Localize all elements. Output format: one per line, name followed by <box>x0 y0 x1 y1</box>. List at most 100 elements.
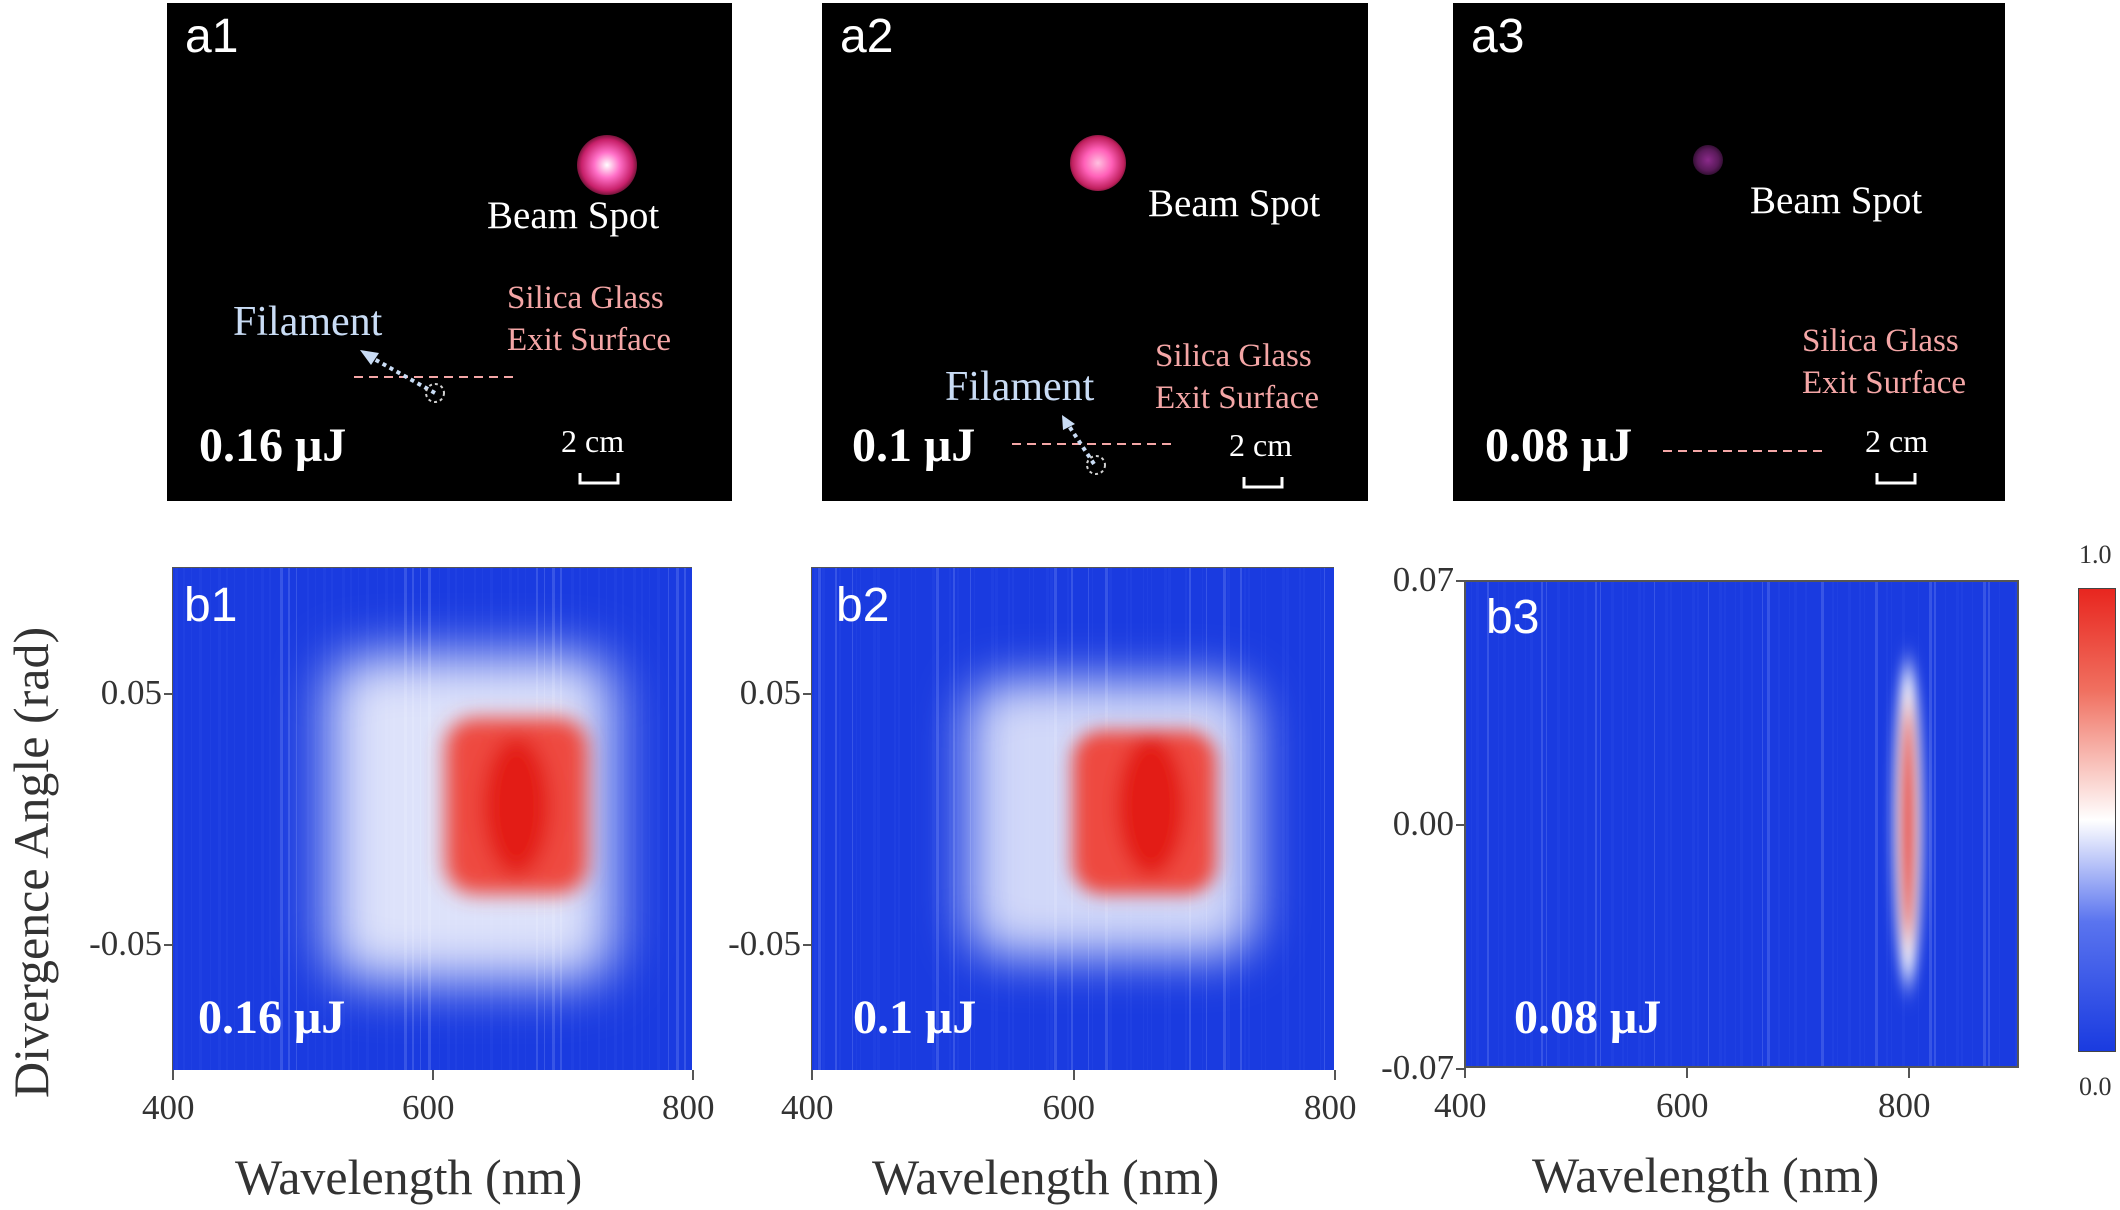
heatmap-streak <box>953 567 955 1070</box>
heatmap-streak <box>1476 580 1479 1068</box>
x-tick-label: 400 <box>781 1088 834 1127</box>
energy-label-b3: 0.08 μJ <box>1514 991 1662 1044</box>
heatmap-streak <box>210 567 211 1070</box>
heatmap-streak <box>1487 580 1489 1068</box>
photo-panel-a3: a3 Beam Spot Silica Glass Exit Surface 0… <box>1453 3 2005 501</box>
energy-label-a3: 0.08 μJ <box>1485 419 1633 472</box>
heatmap-streak <box>226 567 228 1070</box>
heatmap-streak <box>191 567 192 1070</box>
heatmap-streak <box>1724 580 1726 1068</box>
x-tick-label: 800 <box>1878 1086 1931 1125</box>
heatmap-streak <box>1282 567 1285 1070</box>
heatmap-streak <box>622 567 624 1070</box>
heatmap-streak <box>1972 580 1973 1068</box>
heatmap-b3 <box>1464 580 2019 1068</box>
heatmap-streak <box>839 567 841 1070</box>
heatmap-streak <box>1541 580 1543 1068</box>
photo-panel-a2: a2 Beam Spot Silica Glass Exit Surface F… <box>822 3 1368 501</box>
heatmap-streak <box>1740 580 1743 1068</box>
heatmap-streak <box>1837 580 1838 1068</box>
heatmap-streak <box>1584 580 1587 1068</box>
heatmap-streak <box>1821 580 1824 1068</box>
heatmap-streak <box>1956 580 1959 1068</box>
y-tick-label: 0.07 <box>1392 560 1454 599</box>
heatmap-streak <box>1595 580 1597 1068</box>
y-tick-mark <box>803 944 811 947</box>
heatmap-streak <box>898 567 900 1070</box>
heatmap-streak <box>1735 580 1736 1068</box>
heatmap-streak <box>1514 580 1516 1068</box>
x-tick-label: 800 <box>662 1088 715 1127</box>
y-tick-label: -0.05 <box>728 924 801 964</box>
heatmap-streak <box>1622 580 1624 1068</box>
heatmap-streak <box>175 567 178 1070</box>
silica-line2-a2: Exit Surface <box>1155 380 1320 416</box>
silica-line1-a2: Silica Glass <box>1155 338 1312 374</box>
heatmap-streak <box>245 567 247 1070</box>
beam-spot-label-a3: Beam Spot <box>1750 179 1923 222</box>
filament-annotation-a1 <box>354 350 620 485</box>
heatmap-b3-canvas <box>1464 580 2019 1068</box>
heatmap-streak <box>183 567 185 1070</box>
x-tick-mark <box>1072 1070 1075 1080</box>
heatmap-streak <box>1525 580 1526 1068</box>
y-tick-label: 0.05 <box>100 672 162 712</box>
colorbar-min-label: 0.0 <box>2079 1072 2112 1101</box>
y-tick-label: 0.00 <box>1392 804 1454 843</box>
heatmap-streak <box>1324 567 1325 1070</box>
photo-panel-a1: a1 Beam Spot Silica Glass Exit Surface F… <box>167 3 732 501</box>
silica-line2-a3: Exit Surface <box>1802 365 1967 401</box>
heatmap-streak <box>1627 580 1628 1068</box>
panel-label-b1: b1 <box>184 579 238 632</box>
panel-label-b2: b2 <box>836 579 890 632</box>
heatmap-streak <box>323 567 326 1070</box>
panel-label-a2: a2 <box>840 10 894 63</box>
heatmap-streak <box>911 567 912 1070</box>
y-tick-mark <box>1456 824 1464 826</box>
heatmap-b3-peak <box>1900 702 1916 946</box>
heatmap-streak <box>1875 580 1878 1068</box>
heatmap-streak <box>280 567 283 1070</box>
x-tick-mark <box>172 1070 174 1080</box>
energy-label-a2: 0.1 μJ <box>852 419 976 472</box>
heatmap-streak <box>253 567 254 1070</box>
heatmap-streak <box>932 567 935 1070</box>
x-tick-label: 600 <box>402 1088 455 1127</box>
heatmap-streak <box>1611 580 1614 1068</box>
heatmap-streak <box>307 567 309 1070</box>
x-tick-mark <box>1686 1068 1688 1078</box>
heatmap-streak <box>1988 580 1990 1068</box>
x-tick-mark <box>692 1070 694 1080</box>
x-tick-label: 800 <box>1304 1088 1357 1127</box>
heatmap-streak <box>1692 580 1695 1068</box>
heatmap-streak <box>1557 580 1560 1068</box>
heatmap-streak <box>1751 580 1753 1068</box>
heatmap-streak <box>1767 580 1770 1068</box>
heatmap-b2-peak <box>1116 735 1185 876</box>
x-axis-title-b1: Wavelength (nm) <box>235 1149 583 1205</box>
silica-line2-a1: Exit Surface <box>507 322 672 358</box>
x-tick-mark <box>1464 1068 1466 1078</box>
y-axis-title: Divergence Angle (rad) <box>3 626 59 1098</box>
beam-spot-label-a2: Beam Spot <box>1148 182 1321 225</box>
heatmap-streak <box>1805 580 1807 1068</box>
heatmap-streak <box>261 567 264 1070</box>
heatmap-b2-canvas <box>811 567 1334 1070</box>
heatmap-streak <box>1546 580 1547 1068</box>
energy-label-a1: 0.16 μJ <box>199 419 347 472</box>
heatmap-streak <box>1303 567 1305 1070</box>
filament-annotation-a2 <box>1012 415 1284 489</box>
panel-label-b3: b3 <box>1486 591 1540 644</box>
silica-label-a3: Silica Glass Exit Surface <box>1802 320 1966 404</box>
heatmap-streak <box>957 567 959 1070</box>
heatmap-streak <box>657 567 660 1070</box>
x-tick-mark <box>1334 1070 1336 1080</box>
x-tick-mark <box>1908 1068 1910 1078</box>
heatmap-streak <box>1945 580 1946 1068</box>
heatmap-streak <box>1864 580 1865 1068</box>
heatmap-streak <box>873 567 876 1070</box>
heatmap-streak <box>1638 580 1641 1068</box>
x-tick-label: 600 <box>1042 1088 1096 1127</box>
heatmap-streak <box>894 567 896 1070</box>
heatmap-b3-frame <box>1464 580 2019 1068</box>
